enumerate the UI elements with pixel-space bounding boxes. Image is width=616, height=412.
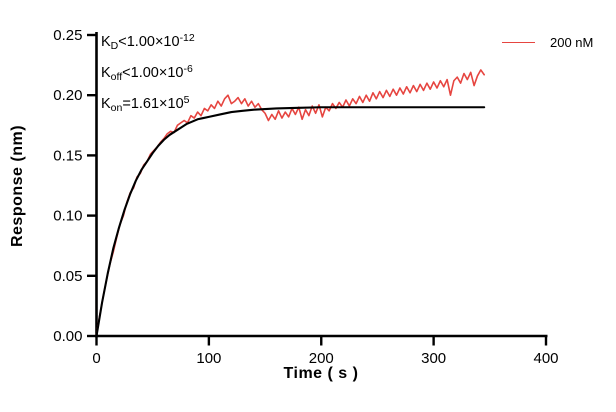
y-tick-label: 0.05 xyxy=(53,268,82,285)
series-layer xyxy=(95,69,486,338)
y-tick-label: 0.25 xyxy=(53,27,82,44)
legend-label: 200 nM xyxy=(550,35,594,50)
y-tick-label: 0.00 xyxy=(53,328,82,345)
x-tick-label: 100 xyxy=(196,350,221,367)
axes-layer: 0 100 200 300 400 0.00 0.05 0.10 0.15 0.20 0.25 xyxy=(53,27,558,367)
x-tick-label: 200 xyxy=(309,350,334,367)
y-tick-label: 0.10 xyxy=(53,208,82,225)
kinetics-annotation: KD<1.00×10-12 Koff<1.00×10-6 Kon=1.61×10… xyxy=(101,27,195,120)
legend: 200 nM xyxy=(502,35,593,50)
kd-exponent: -12 xyxy=(179,32,195,44)
kd-symbol: K xyxy=(101,34,111,50)
annotation-line-kd: KD<1.00×10-12 xyxy=(101,27,195,58)
koff-symbol: K xyxy=(101,65,111,81)
x-tick-label: 0 xyxy=(92,350,100,367)
annotation-line-kon: Kon=1.61×105 xyxy=(101,89,195,120)
x-tick-label: 400 xyxy=(533,350,558,367)
kon-symbol: K xyxy=(101,96,111,112)
x-tick-label: 300 xyxy=(421,350,446,367)
x-axis-title: Time ( s ) xyxy=(284,365,359,382)
annotation-line-koff: Koff<1.00×10-6 xyxy=(101,58,195,89)
y-axis-title: Response (nm) xyxy=(9,125,26,247)
y-tick-label: 0.20 xyxy=(53,87,82,104)
kon-subscript: on xyxy=(110,102,123,114)
legend-line-swatch xyxy=(502,42,535,43)
koff-exponent: -6 xyxy=(183,63,193,75)
kd-subscript: D xyxy=(110,40,119,52)
kd-value: <1.00×10 xyxy=(118,34,180,50)
series-line-fit xyxy=(95,106,486,338)
koff-value: <1.00×10 xyxy=(122,65,184,81)
y-tick-label: 0.15 xyxy=(53,147,82,164)
kon-value: =1.61×10 xyxy=(122,96,184,112)
kon-exponent: 5 xyxy=(183,94,190,106)
koff-subscript: off xyxy=(110,71,123,83)
